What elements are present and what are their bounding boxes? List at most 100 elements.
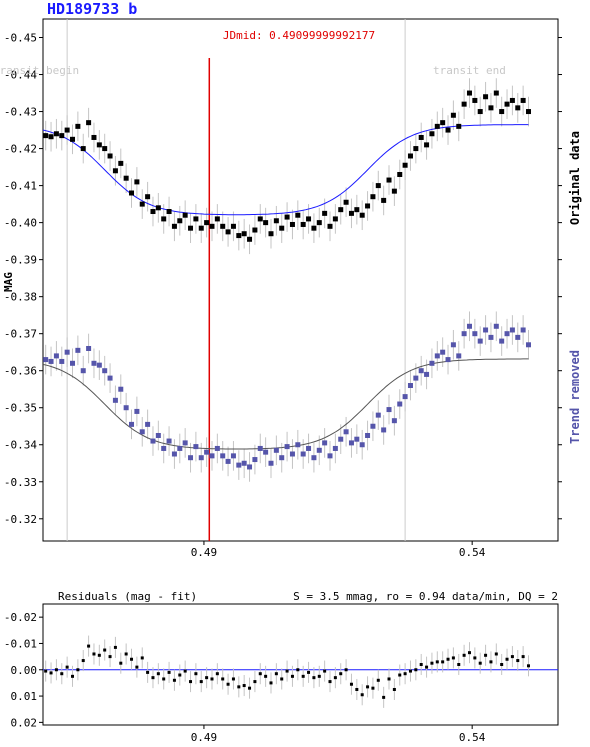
original-data-point: [80, 146, 86, 152]
trend-removed-data-point: [220, 453, 226, 459]
main-plot-frame: [42, 18, 559, 542]
original-data-point: [134, 179, 140, 185]
y-axis-label: MAG: [2, 272, 15, 292]
trend-removed-data-point: [145, 421, 151, 427]
trend-removed-data-point: [96, 362, 102, 368]
trend-removed-data-point: [407, 383, 413, 389]
original-data-point: [273, 218, 279, 224]
trend-removed-data-point: [483, 327, 489, 333]
residual-point: [521, 655, 525, 659]
trend-removed-data-point: [284, 444, 290, 450]
trend-removed-data-point: [236, 462, 242, 468]
residuals-plot-panel: -0.02 -0.01 0.00 0.01 0.02 0.49 0.54 Residuals…: [4, 590, 559, 744]
trend-removed-data-point: [112, 397, 118, 403]
residual-point: [253, 680, 257, 684]
trend-removed-data-point: [461, 331, 467, 337]
residual-point: [167, 670, 171, 674]
residual-point: [489, 660, 493, 664]
y-tick-label: -0.44: [4, 69, 37, 82]
residual-point: [113, 645, 117, 649]
original-data-point: [424, 142, 430, 148]
trend-removed-data-point: [397, 401, 403, 407]
original-data-point: [48, 134, 54, 140]
transit-guide-lines: [66, 19, 406, 541]
y-tick-label: -0.38: [4, 291, 37, 304]
residual-point: [505, 657, 509, 661]
residual-point: [146, 670, 150, 674]
original-data-point: [375, 183, 381, 189]
x-tick-label: 0.54: [459, 546, 486, 559]
trend-removed-data-point: [161, 445, 167, 451]
trend-removed-data-point: [338, 436, 344, 442]
trend-removed-data-point: [509, 327, 515, 333]
transit-begin-label: transit begin: [0, 64, 79, 77]
original-data-point: [107, 153, 113, 159]
trend-removed-data-point: [188, 455, 194, 461]
original-data-point: [123, 175, 129, 181]
residual-point: [301, 674, 305, 678]
original-data-point: [348, 210, 354, 216]
trend-removed-data-point: [225, 458, 231, 464]
original-data-point: [515, 105, 521, 111]
original-data-point: [214, 216, 220, 222]
original-data-point: [252, 227, 258, 233]
original-data-point: [386, 177, 392, 183]
trend-removed-data-point: [43, 357, 49, 363]
original-data-point: [198, 225, 204, 231]
original-data-point: [284, 214, 290, 220]
trend-removed-data-point: [139, 429, 145, 435]
residual-point: [425, 665, 429, 669]
original-data-point: [440, 120, 446, 126]
residual-point: [60, 672, 64, 676]
original-data-point: [311, 225, 317, 231]
trend-removed-data-point: [241, 460, 247, 466]
trend-removed-data-point: [424, 371, 430, 377]
residual-point: [285, 669, 289, 673]
trend-removed-data-point: [64, 349, 70, 355]
original-data-point: [370, 194, 376, 200]
residual-point: [231, 677, 235, 681]
trend-removed-data-point: [381, 427, 387, 433]
original-data-point: [193, 216, 199, 222]
residuals-title: Residuals (mag - fit): [58, 590, 197, 603]
residual-point: [119, 661, 123, 665]
original-data-point: [279, 225, 285, 231]
trend-removed-data-point: [230, 453, 236, 459]
original-data-point: [520, 97, 526, 103]
original-data-point: [450, 112, 456, 118]
residual-point: [178, 673, 182, 677]
original-data-point: [402, 162, 408, 168]
residual-point: [189, 680, 193, 684]
residual-point: [317, 674, 321, 678]
residual-point: [516, 659, 520, 663]
trend-removed-data-point: [499, 338, 505, 344]
original-data-point: [359, 212, 365, 218]
residual-point: [478, 661, 482, 665]
original-data-point: [306, 216, 312, 222]
original-data-point: [171, 223, 177, 229]
original-data-point: [493, 90, 499, 96]
original-data-point: [225, 229, 231, 235]
original-data-point: [118, 160, 124, 166]
trend-removed-data-point: [525, 342, 531, 348]
original-data-point: [407, 153, 413, 159]
original-data-point: [64, 127, 70, 133]
trend-removed-data-point: [354, 436, 360, 442]
original-data-point: [150, 209, 156, 215]
original-data-point: [295, 212, 301, 218]
trend-removed-data-point: [91, 360, 97, 366]
trend-removed-data-point: [391, 418, 397, 424]
trend-removed-data-point: [300, 451, 306, 457]
residual-point: [312, 676, 316, 680]
residual-point: [473, 656, 477, 660]
original-data-point: [477, 109, 483, 115]
residual-point: [194, 672, 198, 676]
trend-removed-data-point: [418, 368, 424, 374]
original-data-point: [145, 194, 151, 200]
residual-point: [54, 668, 58, 672]
original-data-point: [91, 134, 97, 140]
original-data-point: [504, 101, 510, 107]
residual-y-tick-label: -0.01: [4, 637, 37, 650]
original-data-point: [466, 90, 472, 96]
residual-point: [44, 669, 48, 673]
